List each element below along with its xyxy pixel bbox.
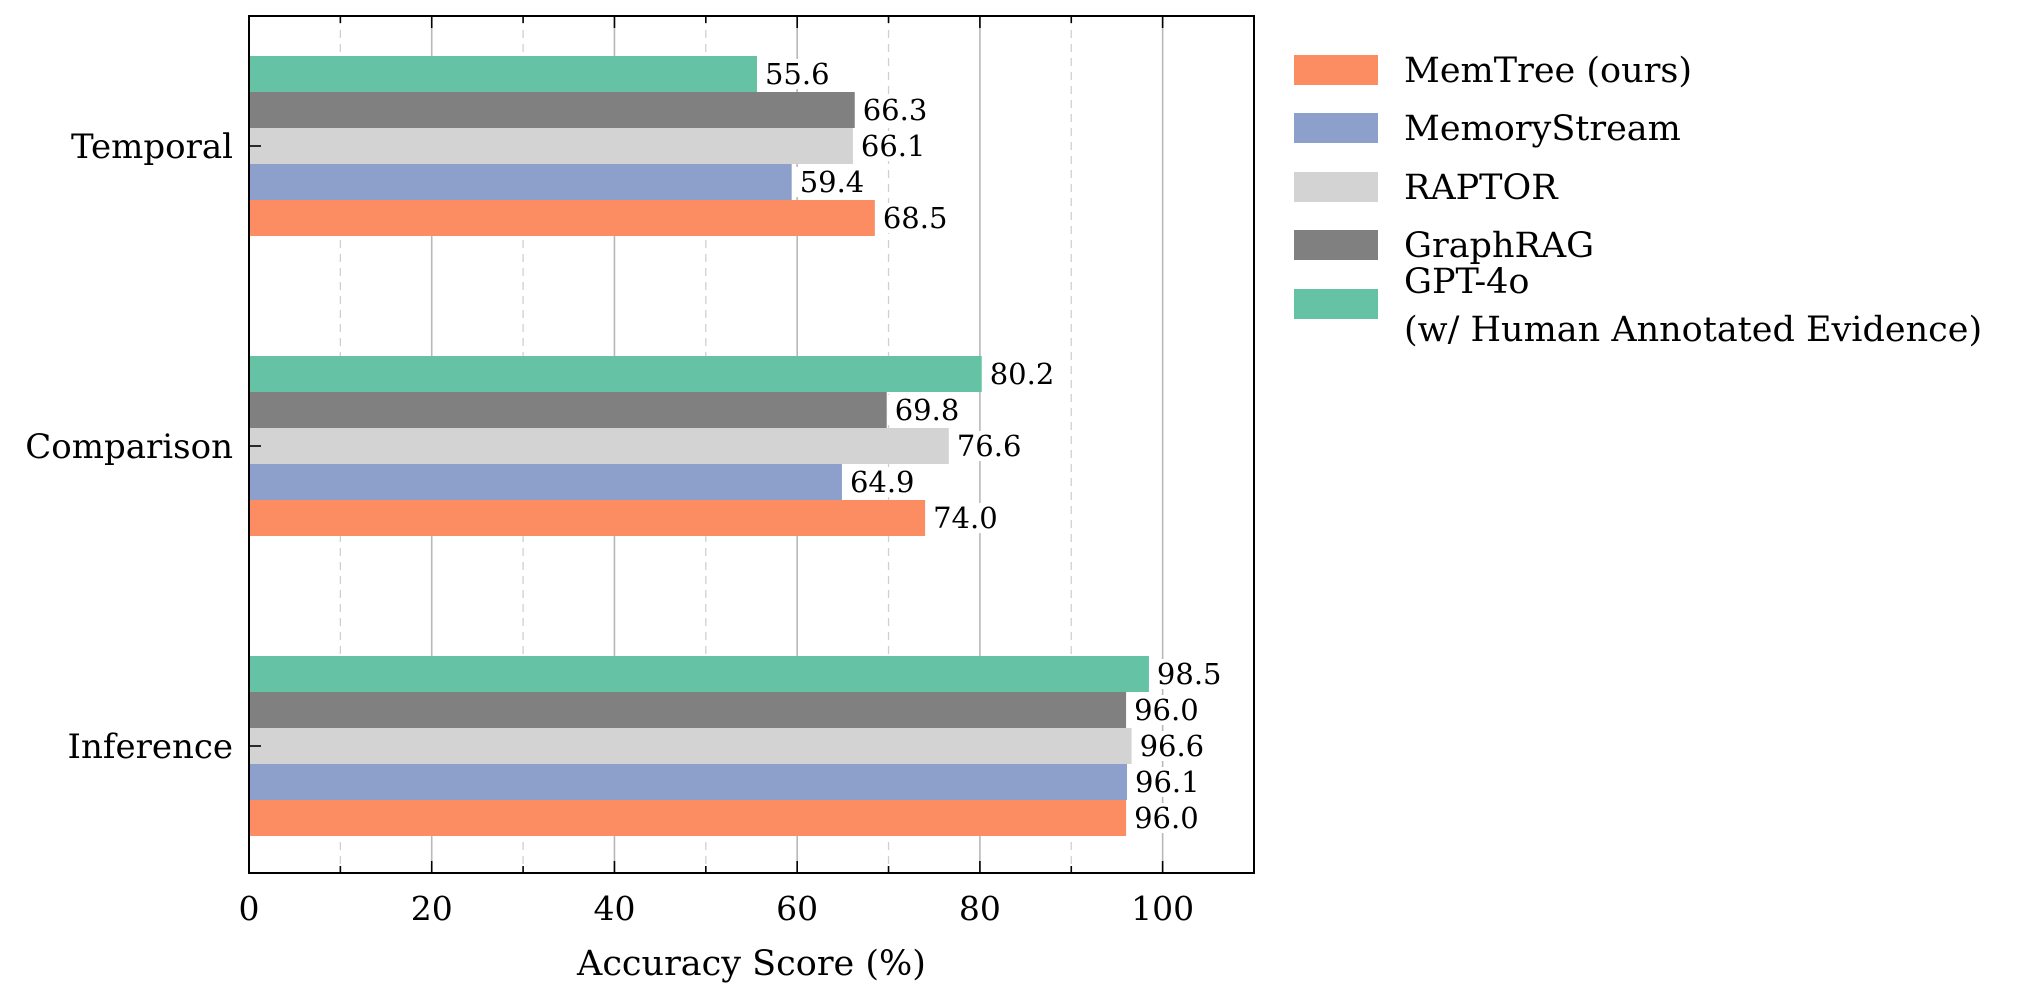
value-label-bg [1132, 731, 1209, 761]
value-label-bg [949, 431, 1026, 461]
legend-swatch [1294, 55, 1378, 85]
category-label: Comparison [25, 427, 233, 467]
value-label-bg [853, 131, 930, 161]
bar-comparison-3 [249, 428, 949, 464]
value-label-bg [1127, 803, 1204, 833]
bar-temporal-1 [249, 200, 875, 236]
value-label-bg [1127, 695, 1204, 725]
axis-ticks: 0 20 40 60 80 100 [239, 16, 1255, 928]
value-label-bg [1149, 659, 1226, 689]
bar-inference-4 [249, 692, 1127, 728]
x-tick-label: 20 [411, 889, 453, 928]
value-label: 96.0 [1134, 801, 1199, 835]
value-label: 59.4 [800, 165, 865, 199]
legend-swatch [1294, 172, 1378, 202]
bar-inference-5 [249, 656, 1149, 692]
bar-temporal-3 [249, 128, 853, 164]
legend-label: GraphRAG [1404, 226, 1594, 266]
x-tick-label: 100 [1131, 889, 1194, 928]
legend-swatch [1294, 230, 1378, 260]
x-tick-label: 40 [593, 889, 635, 928]
value-label: 96.0 [1134, 693, 1199, 727]
value-label: 96.6 [1140, 729, 1205, 763]
bar-temporal-2 [249, 164, 792, 200]
value-label: 69.8 [895, 393, 960, 427]
value-label-bg [855, 95, 932, 125]
bars [249, 56, 1149, 836]
value-label-bg [757, 59, 834, 89]
legend-label: GPT-4o [1404, 262, 1530, 302]
value-label: 74.0 [933, 501, 998, 535]
value-label: 68.5 [883, 201, 948, 235]
bar-inference-3 [249, 728, 1132, 764]
category-label: Temporal [71, 127, 233, 167]
value-label: 64.9 [850, 465, 915, 499]
bar-comparison-5 [249, 356, 982, 392]
category-label: Inference [68, 727, 233, 767]
bar-temporal-4 [249, 92, 855, 128]
x-tick-label: 80 [959, 889, 1001, 928]
plot-area-frame [248, 15, 1255, 874]
x-axis-title: Accuracy Score (%) [576, 944, 926, 984]
legend-label: MemTree (ours) [1404, 51, 1692, 91]
legend-label-line2: (w/ Human Annotated Evidence) [1404, 310, 1982, 350]
legend: MemTree (ours) MemoryStream RAPTOR GraphRAG… [1294, 51, 1982, 350]
x-tick-label: 60 [776, 889, 818, 928]
bar-inference-1 [249, 800, 1127, 836]
value-label-bg [926, 503, 1003, 533]
value-label-bg [792, 167, 869, 197]
value-label-bg [875, 203, 952, 233]
legend-label: RAPTOR [1404, 168, 1559, 208]
value-label: 66.3 [863, 93, 928, 127]
value-label-bg [982, 359, 1059, 389]
category-labels: Temporal Comparison Inference [25, 127, 261, 767]
bar-comparison-1 [249, 500, 926, 536]
value-label: 76.6 [957, 429, 1022, 463]
legend-label: MemoryStream [1404, 109, 1681, 149]
value-label: 96.1 [1135, 765, 1200, 799]
value-label: 66.1 [861, 129, 926, 163]
legend-swatch [1294, 113, 1378, 143]
legend-swatch [1294, 289, 1378, 319]
bar-temporal-5 [249, 56, 757, 92]
bar-inference-2 [249, 764, 1128, 800]
value-label-bg [887, 395, 964, 425]
value-label: 55.6 [765, 57, 830, 91]
bar-comparison-4 [249, 392, 887, 428]
value-labels: 68.5 59.466.166.3 55.6 74.0 64.9 76.669.8 80.2… [757, 57, 1226, 835]
value-label: 98.5 [1157, 657, 1222, 691]
x-tick-label: 0 [239, 889, 260, 928]
value-label: 80.2 [990, 357, 1055, 391]
value-label-bg [1128, 767, 1205, 797]
value-label-bg [842, 467, 919, 497]
bar-comparison-2 [249, 464, 842, 500]
